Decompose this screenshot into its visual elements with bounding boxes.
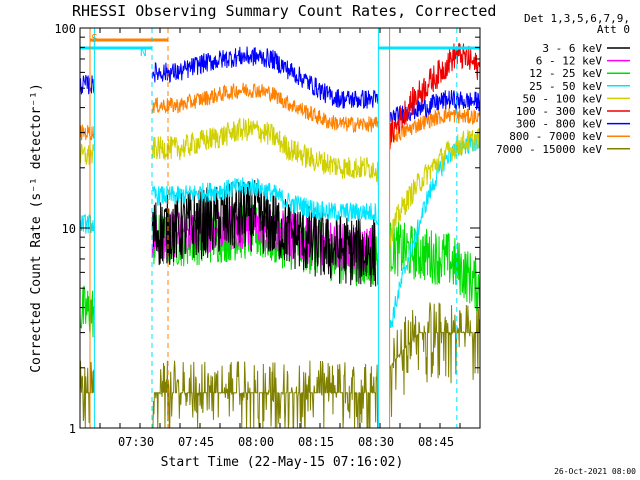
series-line-7000-15000-kev — [80, 302, 480, 428]
legend-label: 6 - 12 keV — [536, 55, 603, 68]
y-axis: 1 10 100 — [54, 22, 480, 436]
footer-timestamp: 26-Oct-2021 08:00 — [554, 467, 636, 476]
legend-label: 7000 - 15000 keV — [496, 143, 602, 156]
series-line-50-100-kev — [80, 117, 480, 248]
legend-label: 800 - 7000 keV — [509, 130, 602, 143]
x-tick-label: 07:45 — [178, 435, 214, 449]
x-axis-title: Start Time (22-May-15 07:16:02) — [161, 455, 404, 470]
legend-label: 300 - 800 keV — [516, 118, 602, 131]
x-tick-label: 08:45 — [418, 435, 454, 449]
y-axis-title: Corrected Count Rate (s⁻¹ detector⁻¹) — [29, 83, 44, 373]
x-tick-label: 08:00 — [238, 435, 274, 449]
legend-label: 12 - 25 keV — [529, 67, 602, 80]
series-line-100-300-kev — [389, 42, 480, 150]
chart-title: RHESSI Observing Summary Count Rates, Co… — [72, 2, 496, 20]
x-tick-label: 08:15 — [298, 435, 334, 449]
y-tick-label: 1 — [69, 422, 76, 436]
x-axis: 07:30 07:45 08:00 08:15 08:30 08:45 — [79, 28, 481, 449]
legend-header-line-1: Det 1,3,5,6,7,9, — [524, 12, 630, 25]
y-tick-label: 100 — [54, 22, 76, 36]
x-tick-label: 08:30 — [358, 435, 394, 449]
series-line-800-7000-kev — [80, 82, 480, 146]
series-layer — [80, 42, 480, 428]
legend-label: 3 - 6 keV — [542, 42, 602, 55]
legend-label: 50 - 100 keV — [523, 92, 603, 105]
legend-header-line-2: Att 0 — [597, 23, 630, 36]
x-tick-label: 07:30 — [118, 435, 154, 449]
y-tick-label: 10 — [62, 222, 76, 236]
legend-label: 100 - 300 keV — [516, 105, 602, 118]
night-label: N — [140, 46, 147, 59]
legend-label: 25 - 50 keV — [529, 80, 602, 93]
saa-label: S — [91, 32, 98, 45]
